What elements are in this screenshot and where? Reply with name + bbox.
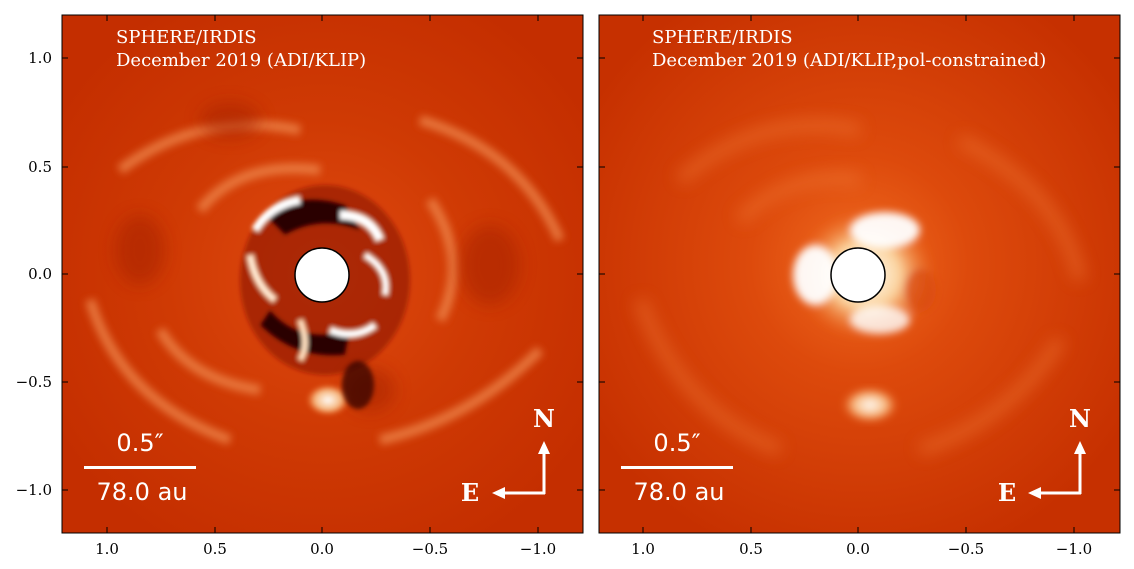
- compass-arrow-north-icon: [538, 441, 550, 494]
- left-y-tick-label: 1.0: [28, 49, 52, 67]
- left-y-tick-label: 0.5: [28, 158, 52, 176]
- right-scalebar-angle: 0.5″: [653, 429, 700, 457]
- left-image: [62, 15, 583, 533]
- left-panel: SPHERE/IRDIS December 2019 (ADI/KLIP) 0.…: [16, 14, 584, 558]
- left-x-axis: [106, 15, 539, 533]
- left-compass-north: N: [533, 404, 555, 433]
- right-panel: SPHERE/IRDIS December 2019 (ADI/KLIP,pol…: [598, 14, 1121, 558]
- right-x-tick-label: 1.0: [631, 540, 655, 558]
- compass-arrow-north-icon: [1074, 441, 1086, 494]
- left-x-tick-label: 1.0: [95, 540, 119, 558]
- compass-arrow-east-icon: [1028, 487, 1081, 499]
- right-x-tick-label: 0.0: [846, 540, 870, 558]
- left-title-line1: SPHERE/IRDIS: [116, 27, 257, 48]
- compass-arrow-east-icon: [492, 487, 545, 499]
- left-compass-east: E: [461, 478, 479, 507]
- left-title-line2: December 2019 (ADI/KLIP): [116, 50, 366, 71]
- right-x-axis: [642, 15, 1075, 533]
- left-y-tick-label: −0.5: [16, 373, 52, 391]
- coronagraph-mask-icon: [294, 247, 350, 303]
- right-x-tick-label: 0.5: [739, 540, 763, 558]
- right-x-tick-label: −1.0: [1056, 540, 1092, 558]
- right-scalebar: [621, 466, 733, 469]
- right-title-line2: December 2019 (ADI/KLIP,pol-constrained): [652, 50, 1046, 71]
- right-title-line1: SPHERE/IRDIS: [652, 27, 793, 48]
- left-x-tick-label: 0.0: [310, 540, 334, 558]
- left-compass: N E: [461, 404, 555, 507]
- left-y-tick-label: −1.0: [16, 481, 52, 499]
- right-y-axis: [599, 57, 1120, 491]
- left-y-tick-label: 0.0: [28, 265, 52, 283]
- left-scalebar-distance: 78.0 au: [97, 478, 188, 506]
- left-scalebar: [84, 466, 196, 469]
- right-compass-east: E: [998, 478, 1016, 507]
- right-compass-north: N: [1069, 404, 1091, 433]
- coronagraph-mask-icon: [830, 247, 886, 303]
- left-x-tick-label: −0.5: [412, 540, 448, 558]
- right-x-tick-label: −0.5: [948, 540, 984, 558]
- left-scalebar-angle: 0.5″: [116, 429, 163, 457]
- left-x-tick-label: −1.0: [520, 540, 556, 558]
- right-compass: N E: [998, 404, 1091, 507]
- right-scalebar-distance: 78.0 au: [634, 478, 725, 506]
- left-y-axis: [62, 57, 583, 491]
- left-x-tick-label: 0.5: [203, 540, 227, 558]
